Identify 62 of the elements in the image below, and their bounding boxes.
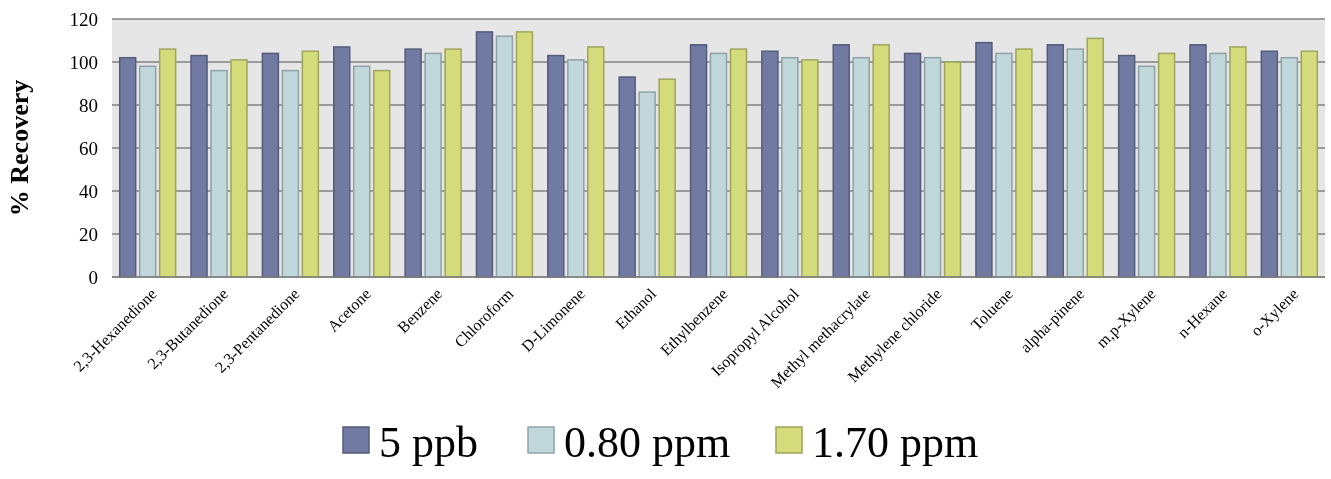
bar [1015,48,1033,278]
bar [1137,65,1156,278]
bar [689,44,708,278]
y-tick-label: 120 [69,8,98,30]
y-tick-label: 100 [69,51,98,73]
bar [923,56,942,278]
bar [995,52,1013,278]
bar [1260,50,1279,278]
y-tick-label: 20 [79,223,98,245]
bar [781,56,799,278]
bar [1280,56,1299,278]
bar [281,69,300,278]
bar [372,69,391,278]
bar [709,52,728,278]
bar [333,46,351,278]
y-tick-label: 60 [79,137,98,159]
bar [404,48,422,278]
bar [1157,52,1176,278]
bar [832,44,850,278]
bar [852,56,870,278]
bar [975,41,993,278]
y-tick-label: 40 [79,180,98,202]
bar [230,59,248,278]
bar [638,91,656,278]
bar [903,52,922,278]
bar [567,59,585,278]
bar [1209,52,1227,278]
bar [495,35,514,278]
bar [475,31,494,278]
legend-label: 0.80 ppm [564,418,731,467]
bar [1189,44,1207,278]
bar [444,48,462,278]
bar [118,56,137,278]
legend-label: 5 ppb [379,418,478,467]
bar [547,54,565,278]
bar [424,52,442,278]
bar [801,59,819,278]
bar [301,50,320,278]
bar [761,50,779,278]
bar [1229,46,1247,278]
bar [158,48,177,278]
bar [1300,50,1319,278]
bar [587,46,605,278]
bar [352,65,371,278]
bar [210,69,228,278]
bar [658,78,676,278]
y-tick-label: 0 [88,266,98,288]
bar [138,65,157,278]
y-tick-label: 80 [79,94,98,116]
y-axis-title: % Recovery [5,79,34,217]
bar [1066,48,1085,278]
bar [261,52,280,278]
bar [190,54,208,278]
bar [1117,54,1136,278]
bar [943,61,962,278]
bar [618,76,636,278]
bar [1046,44,1065,278]
bar [872,44,890,278]
bar [515,31,534,278]
bar [1086,37,1104,278]
legend-label: 1.70 ppm [812,418,979,467]
bar [729,48,748,278]
